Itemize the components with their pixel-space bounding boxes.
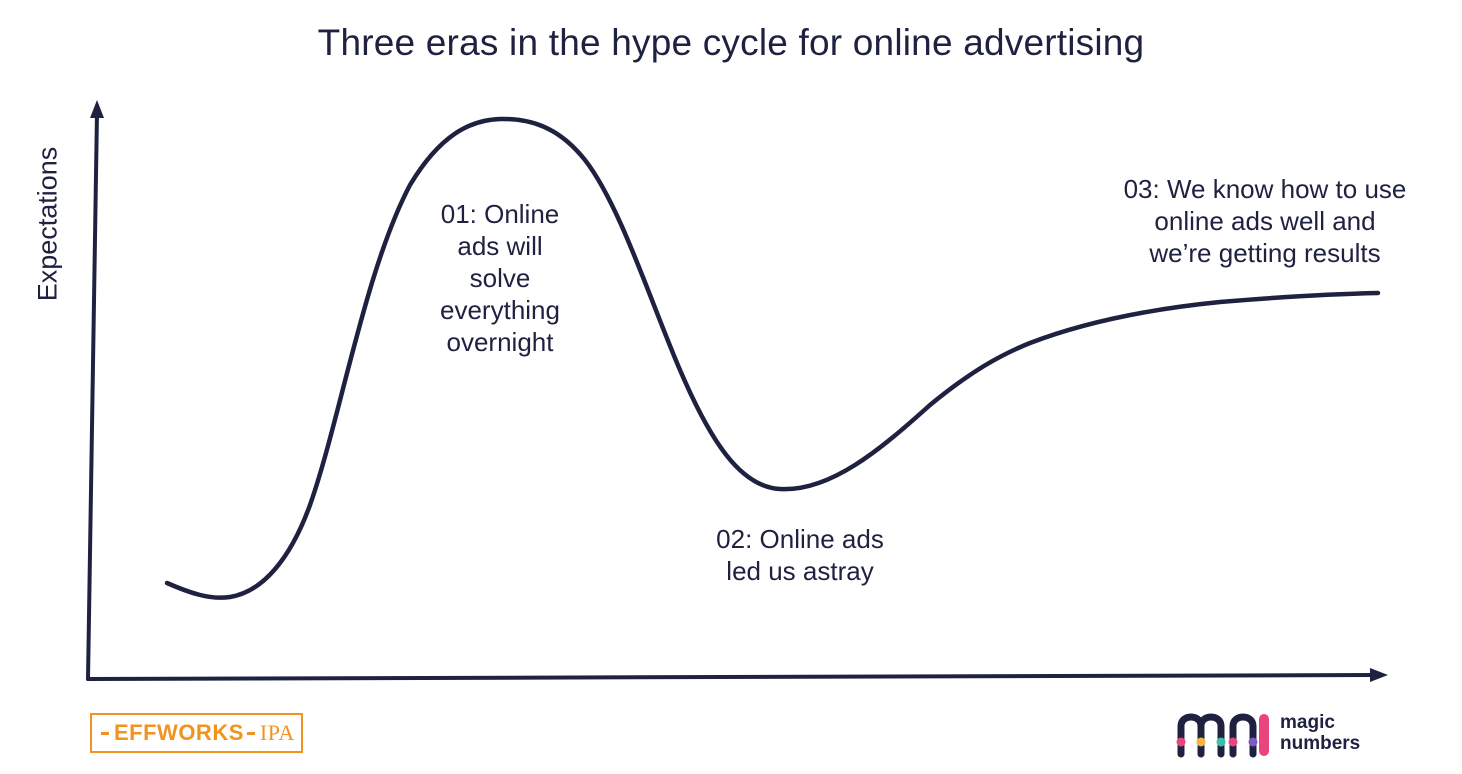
era-3-annotation: 03: We know how to use online ads well a…	[1060, 173, 1462, 269]
chart-title: Three eras in the hype cycle for online …	[317, 22, 1145, 63]
effworks-ipa-logo: EFFWORKS IPA	[90, 713, 303, 753]
effworks-wordmark: EFFWORKS	[114, 720, 244, 745]
ipa-wordmark: IPA	[259, 720, 295, 745]
magic-numbers-line: numbers	[1280, 733, 1361, 754]
magic-numbers-mark-icon	[1176, 713, 1269, 758]
era-1-line: ads will	[457, 231, 543, 261]
era-3-line: we’re getting results	[1149, 238, 1381, 268]
era-1-line: solve	[469, 263, 531, 293]
era-3-line: 03: We know how to use	[1123, 174, 1407, 204]
effworks-logo-box: EFFWORKS IPA	[90, 713, 303, 753]
y-axis	[86, 110, 99, 681]
hype-curve	[164, 116, 1381, 600]
y-axis-arrowhead	[90, 100, 104, 118]
era-2-line: led us astray	[726, 556, 874, 586]
logo-dash	[246, 731, 255, 735]
x-axis	[86, 673, 1374, 681]
era-1-line: everything	[440, 295, 560, 325]
magic-numbers-logo: magic numbers	[1175, 706, 1395, 762]
x-axis-arrowhead	[1370, 668, 1388, 682]
magic-numbers-line: magic	[1280, 712, 1335, 733]
y-axis-label: Expectations	[32, 146, 63, 302]
magic-numbers-wordmark: magic numbers	[1280, 712, 1360, 754]
logo-dash	[101, 731, 109, 735]
era-2-annotation: 02: Online ads led us astray	[680, 523, 920, 587]
era-1-annotation: 01: Online ads will solve everything ove…	[410, 198, 590, 358]
era-1-line: overnight	[446, 327, 554, 357]
era-1-line: 01: Online	[440, 199, 560, 229]
era-2-line: 02: Online ads	[716, 524, 884, 554]
era-3-line: online ads well and	[1154, 206, 1376, 236]
